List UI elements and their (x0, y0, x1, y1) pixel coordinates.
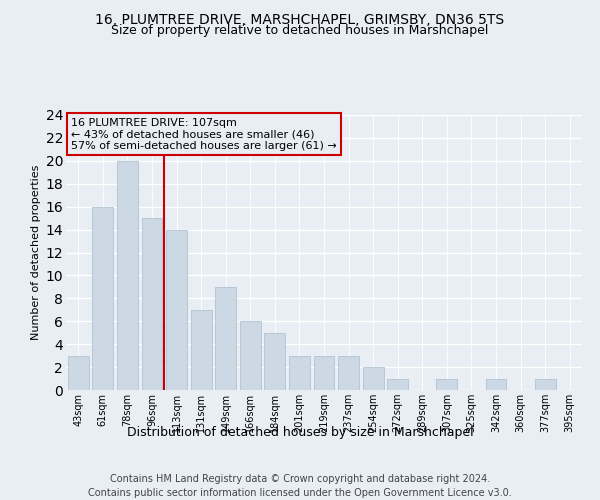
Text: Distribution of detached houses by size in Marshchapel: Distribution of detached houses by size … (127, 426, 473, 439)
Text: Contains HM Land Registry data © Crown copyright and database right 2024.
Contai: Contains HM Land Registry data © Crown c… (88, 474, 512, 498)
Bar (92, 206, 113, 390)
Bar (215, 287, 236, 390)
Bar (142, 218, 163, 390)
Bar (314, 356, 334, 390)
Text: 16, PLUMTREE DRIVE, MARSHCHAPEL, GRIMSBY, DN36 5TS: 16, PLUMTREE DRIVE, MARSHCHAPEL, GRIMSBY… (95, 12, 505, 26)
Text: Size of property relative to detached houses in Marshchapel: Size of property relative to detached ho… (112, 24, 488, 37)
Bar (362, 367, 383, 390)
Bar (387, 378, 408, 390)
Bar (166, 230, 187, 390)
Bar (240, 322, 261, 390)
Bar (289, 356, 310, 390)
Bar (265, 332, 286, 390)
Y-axis label: Number of detached properties: Number of detached properties (31, 165, 41, 340)
Bar (338, 356, 359, 390)
Bar (191, 310, 212, 390)
Bar (68, 356, 89, 390)
Bar (436, 378, 457, 390)
Bar (117, 161, 138, 390)
Bar (535, 378, 556, 390)
Text: 16 PLUMTREE DRIVE: 107sqm
← 43% of detached houses are smaller (46)
57% of semi-: 16 PLUMTREE DRIVE: 107sqm ← 43% of detac… (71, 118, 337, 151)
Bar (485, 378, 506, 390)
